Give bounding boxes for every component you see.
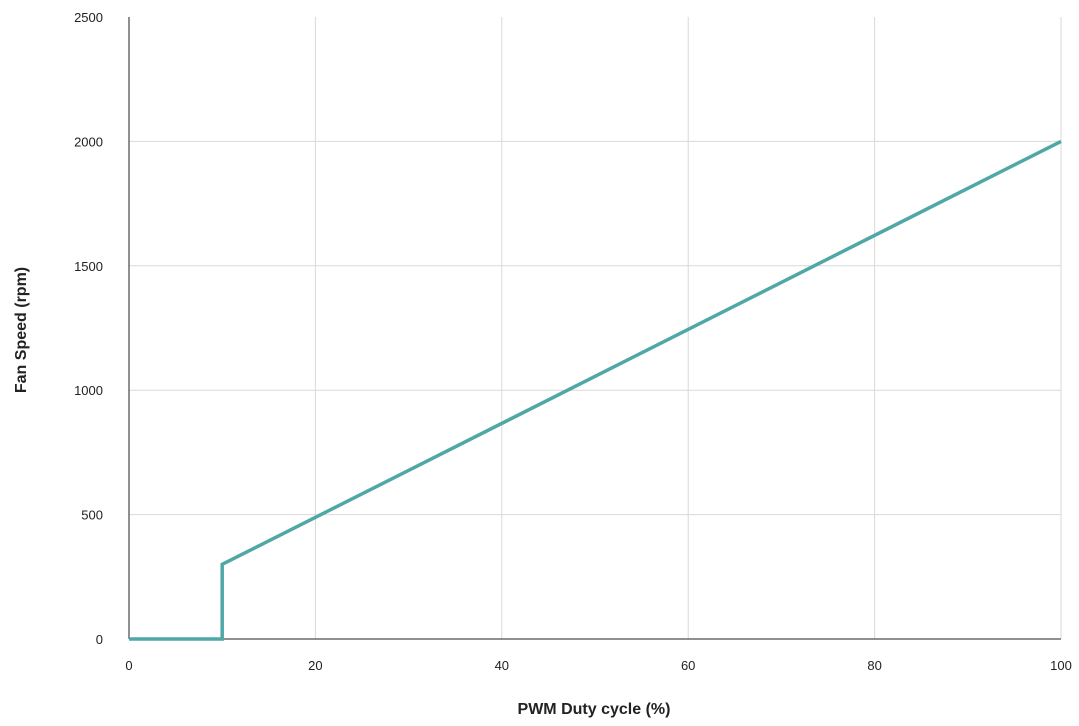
series-line [129, 139, 1062, 641]
x-tick-label: 60 [681, 658, 695, 673]
y-axis-title: Fan Speed (rpm) [13, 267, 30, 393]
y-tick-label: 1000 [74, 383, 103, 398]
y-tick-label: 0 [96, 632, 103, 647]
x-tick-label: 40 [495, 658, 509, 673]
axes [128, 17, 1061, 640]
x-tick-label: 0 [125, 658, 132, 673]
x-tick-label: 20 [308, 658, 322, 673]
x-tick-label: 100 [1050, 658, 1072, 673]
y-tick-label: 2500 [74, 10, 103, 25]
series-layer [129, 139, 1062, 641]
y-tick-label: 1500 [74, 259, 103, 274]
x-axis-title: PWM Duty cycle (%) [518, 701, 671, 718]
grid [129, 17, 1062, 639]
x-tick-label: 80 [867, 658, 881, 673]
y-tick-label: 2000 [74, 134, 103, 149]
y-tick-label: 500 [81, 508, 103, 523]
